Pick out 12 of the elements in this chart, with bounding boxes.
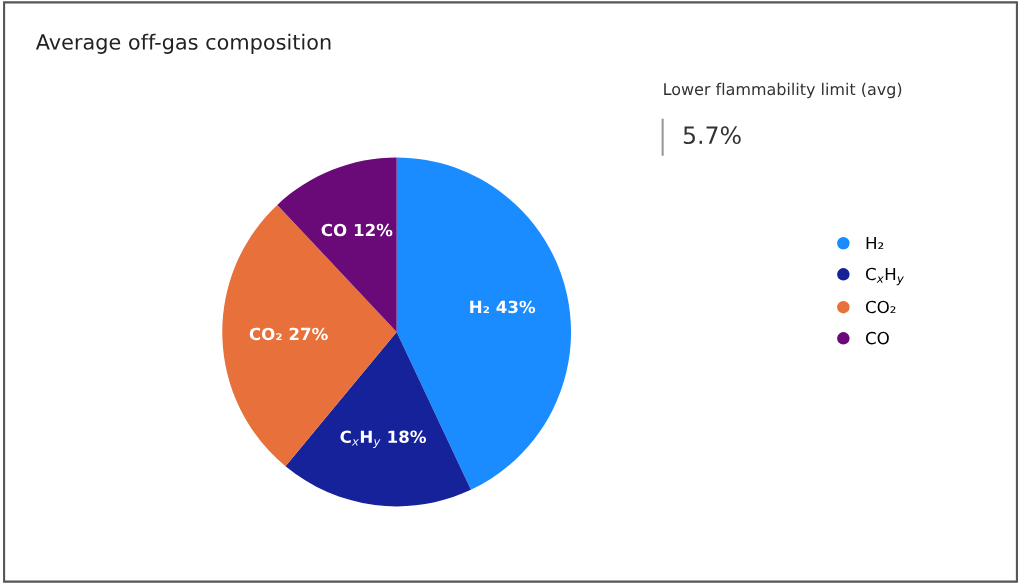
category-label: H₂ 43% — [470, 300, 536, 314]
text: 5.7% — [683, 126, 741, 145]
legend-label: CO — [865, 331, 889, 345]
legend-label: CO₂ — [865, 300, 896, 314]
category-label: CO 12% — [321, 223, 393, 237]
text: Lower flammability limit (avg) — [664, 82, 902, 99]
legend-label: H₂ — [866, 236, 884, 250]
category-label: CO₂ 27% — [249, 327, 328, 341]
data-label: 18% — [388, 430, 426, 444]
chart-title: Average off-gas composition — [35, 33, 331, 54]
legend-label: C$_{x}$H$_{y}$ — [865, 267, 904, 286]
slice-label: C$_{x}$H$_{y}$ — [340, 430, 381, 448]
